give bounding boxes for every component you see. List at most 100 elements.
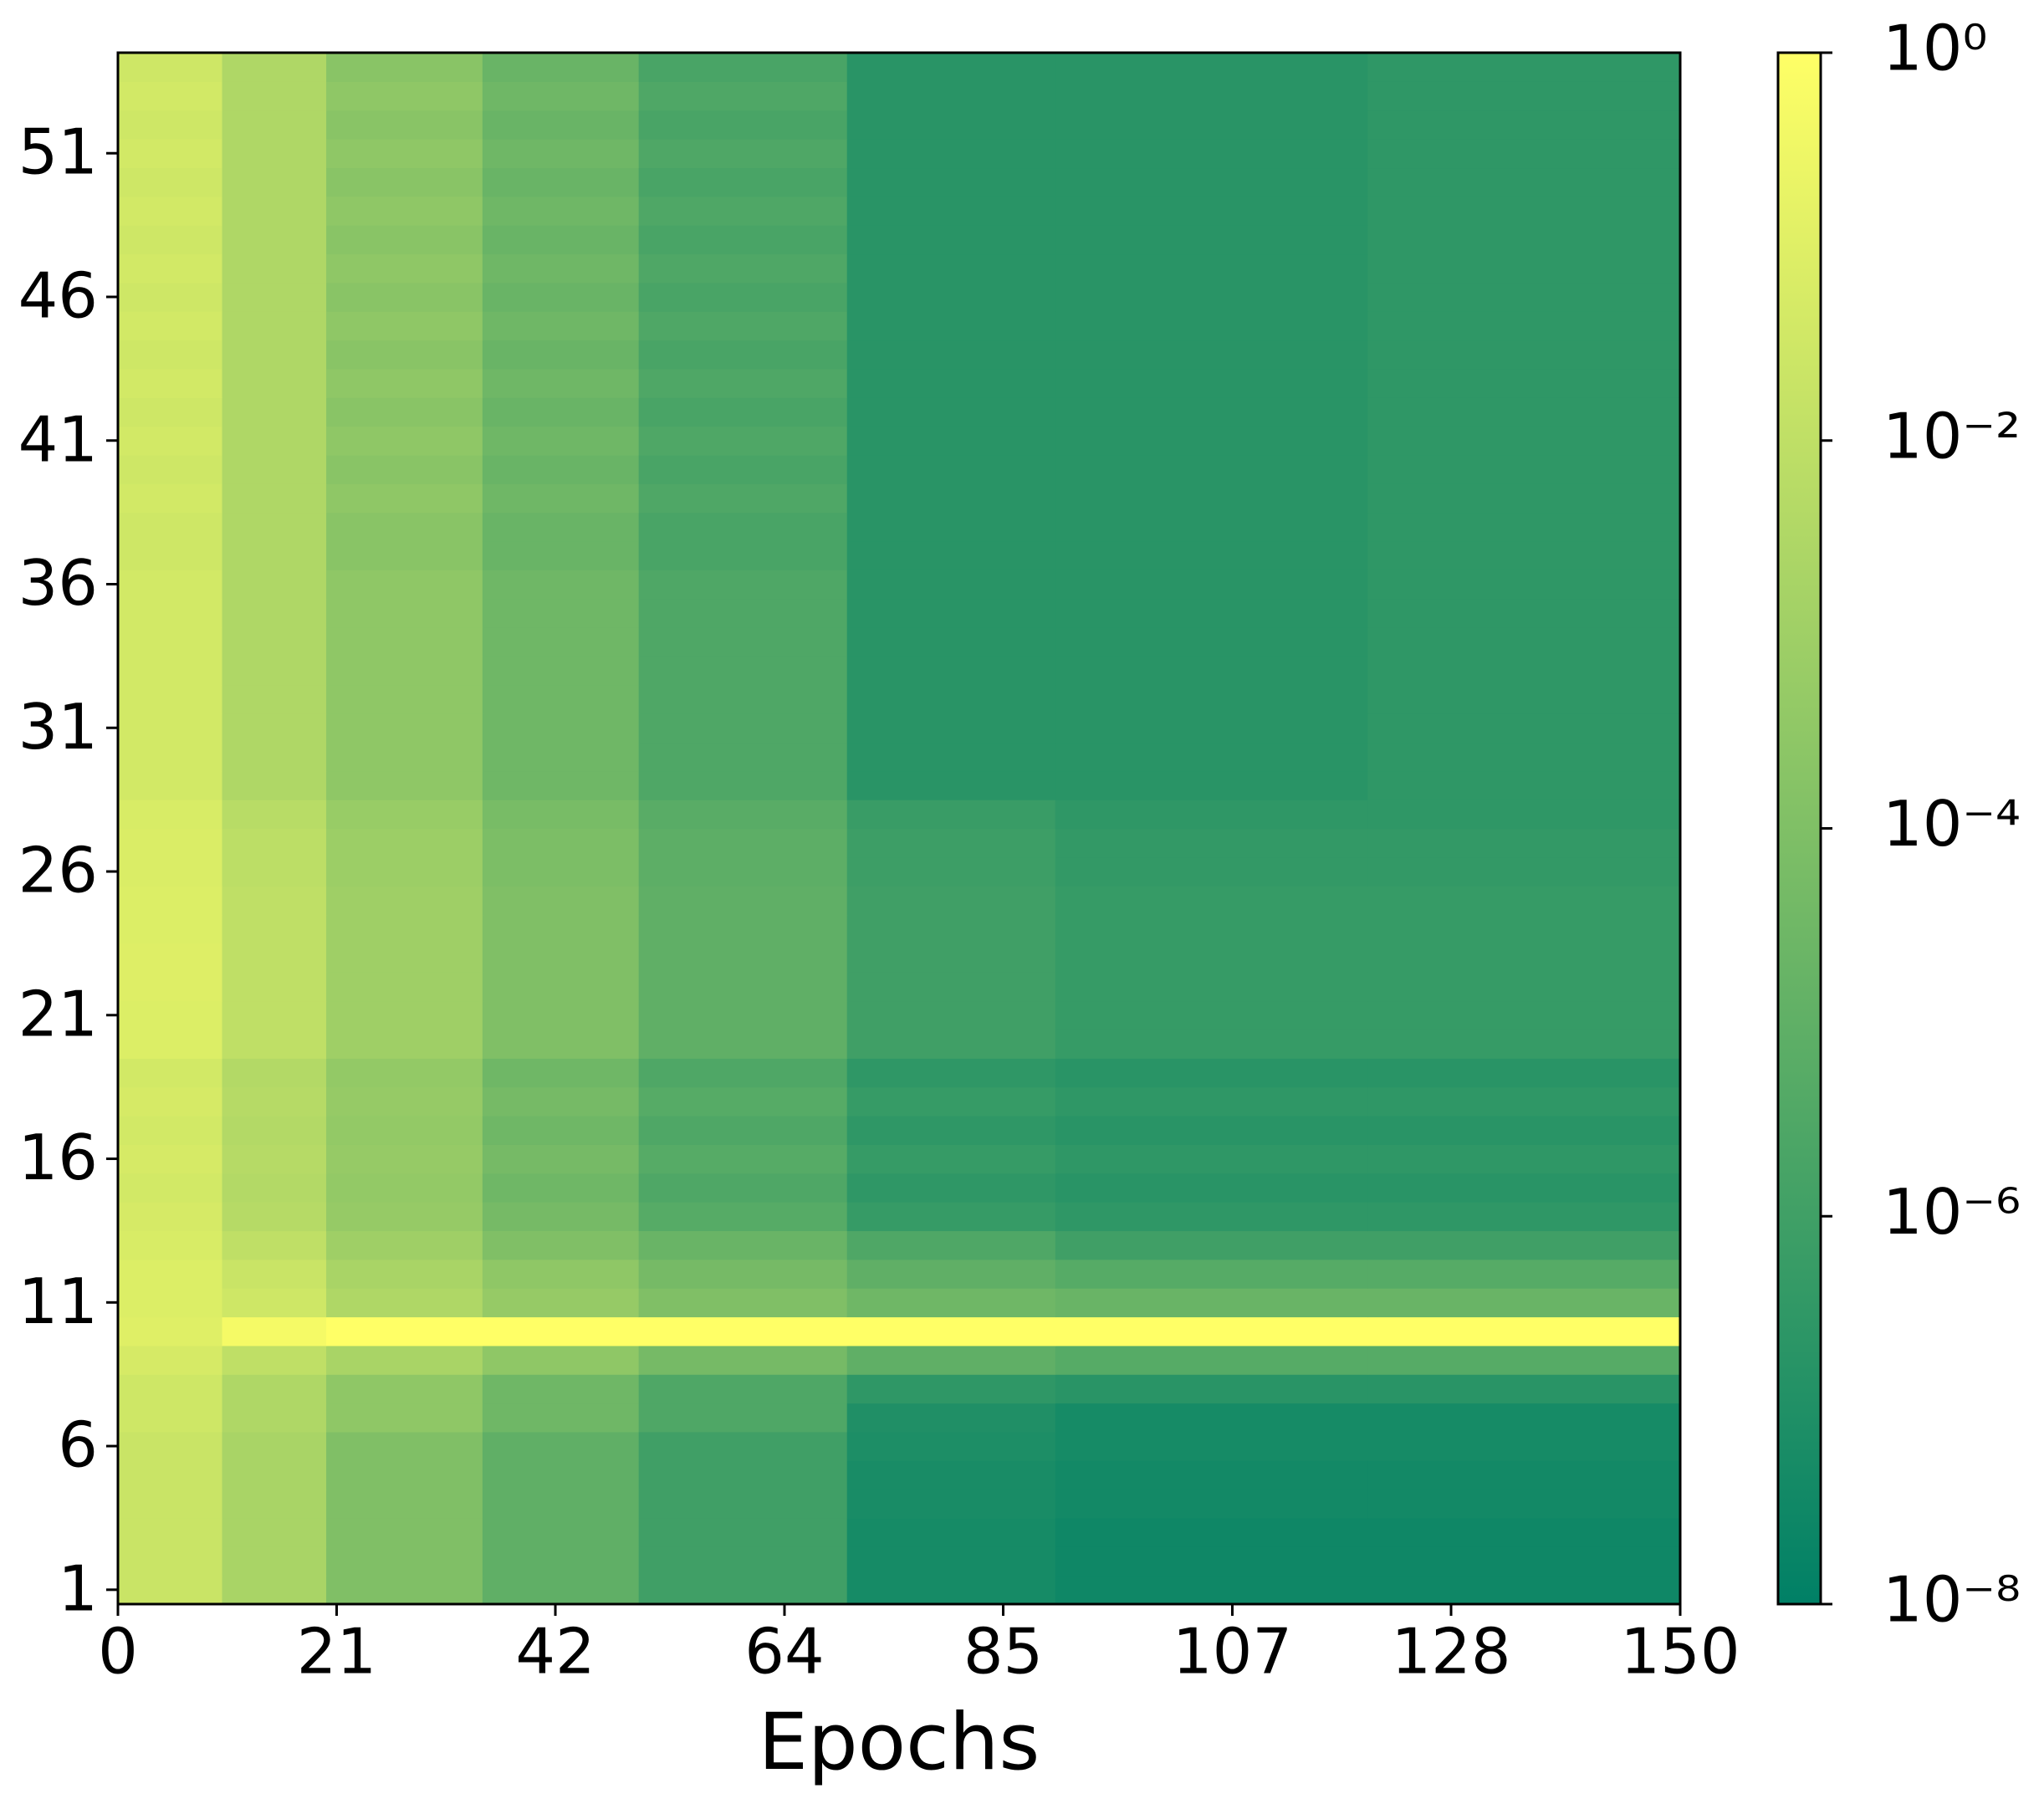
heatmap-cell (638, 1546, 848, 1576)
heatmap-cell (326, 1374, 483, 1404)
heatmap-cell (638, 886, 848, 916)
heatmap-cell (326, 1460, 483, 1490)
heatmap-cell (638, 1000, 848, 1030)
heatmap-cell (326, 1259, 483, 1289)
heatmap-cell (326, 311, 483, 341)
heatmap-cell (1055, 397, 1368, 427)
heatmap-cell (846, 1259, 1056, 1289)
heatmap-cell (118, 340, 223, 370)
heatmap-cell (1367, 1259, 1681, 1289)
heatmap-cell (482, 856, 640, 887)
heatmap-cell (326, 1345, 483, 1375)
heatmap-cell (846, 1489, 1056, 1519)
heatmap-cell (1055, 1403, 1368, 1433)
heatmap-cell (1055, 1316, 1368, 1347)
heatmap-cell (326, 139, 483, 169)
heatmap-cell (1367, 1374, 1681, 1404)
heatmap-cell (482, 914, 640, 944)
heatmap-cell (118, 1546, 223, 1576)
heatmap-cell (1367, 800, 1681, 830)
heatmap-cell (222, 253, 327, 284)
heatmap-cell (846, 53, 1056, 82)
heatmap-cell (482, 1086, 640, 1117)
y-tick-label: 46 (18, 258, 98, 332)
heatmap-cell (638, 972, 848, 1002)
heatmap-cell (638, 598, 848, 628)
heatmap-cell (1055, 454, 1368, 484)
heatmap-cell (482, 627, 640, 657)
heatmap-cell (118, 1460, 223, 1490)
heatmap-cell (482, 311, 640, 341)
y-tick-label: 26 (18, 834, 98, 907)
heatmap-cell (222, 1316, 327, 1347)
heatmap-cell (118, 914, 223, 944)
heatmap-cell (638, 713, 848, 744)
heatmap-cell (482, 1575, 640, 1605)
heatmap-cell (846, 742, 1056, 772)
heatmap-cell (118, 1259, 223, 1289)
y-tick-label: 36 (18, 546, 98, 620)
heatmap-cell (482, 1316, 640, 1347)
heatmap-cell (1367, 1058, 1681, 1088)
heatmap-cell (638, 1431, 848, 1461)
heatmap-cell (482, 196, 640, 226)
heatmap-cell (846, 1460, 1056, 1490)
heatmap-cell (118, 1086, 223, 1117)
heatmap-cell (118, 253, 223, 284)
heatmap-cell (1367, 1575, 1681, 1605)
heatmap-cell (846, 598, 1056, 628)
heatmap-cell (482, 454, 640, 484)
heatmap-cell (326, 1431, 483, 1461)
heatmap-cell (482, 397, 640, 427)
heatmap-cell (482, 1546, 640, 1576)
heatmap-cell (326, 770, 483, 800)
y-tick-label: 51 (18, 115, 98, 189)
heatmap-cell (1367, 196, 1681, 226)
heatmap-cell (222, 1403, 327, 1433)
heatmap-cell (1055, 1144, 1368, 1174)
heatmap-cell (1367, 340, 1681, 370)
heatmap-cell (1055, 770, 1368, 800)
heatmap-cell (846, 1316, 1056, 1347)
heatmap-cell (1055, 742, 1368, 772)
heatmap-cell (638, 1116, 848, 1145)
heatmap-cell (846, 1173, 1056, 1203)
heatmap-cell (118, 770, 223, 800)
colorbar-tick-label: 10⁻⁴ (1883, 787, 2021, 861)
heatmap-cell (326, 1517, 483, 1547)
heatmap-cell (482, 512, 640, 542)
heatmap-cell (482, 1489, 640, 1519)
heatmap-cell (638, 81, 848, 111)
heatmap-cell (222, 167, 327, 197)
heatmap-cell (326, 53, 483, 82)
heatmap-cell (482, 1288, 640, 1318)
heatmap-cell (638, 1230, 848, 1260)
heatmap-cell (846, 856, 1056, 887)
heatmap-cell (1055, 53, 1368, 82)
heatmap-cell (846, 225, 1056, 255)
heatmap-cell (1055, 1230, 1368, 1260)
heatmap-cell (1055, 540, 1368, 570)
heatmap-cell (222, 1116, 327, 1145)
heatmap-cell (118, 742, 223, 772)
heatmap-cell (482, 713, 640, 744)
heatmap-cell (846, 1000, 1056, 1030)
heatmap-cell (482, 886, 640, 916)
heatmap-cell (1367, 282, 1681, 312)
heatmap-cell (482, 598, 640, 628)
heatmap-cell (846, 627, 1056, 657)
heatmap-cell (222, 340, 327, 370)
heatmap-cell (1367, 81, 1681, 111)
heatmap-cell (326, 1546, 483, 1576)
heatmap-cell (222, 856, 327, 887)
heatmap-cell (118, 1144, 223, 1174)
heatmap-cell (1367, 167, 1681, 197)
heatmap-cell (222, 454, 327, 484)
heatmap-cell (638, 1288, 848, 1318)
heatmap-cell (1055, 627, 1368, 657)
heatmap-cell (482, 1116, 640, 1145)
heatmap-cell (1367, 483, 1681, 514)
heatmap-cell (1367, 311, 1681, 341)
heatmap-cell (1055, 253, 1368, 284)
heatmap-cell (1055, 282, 1368, 312)
